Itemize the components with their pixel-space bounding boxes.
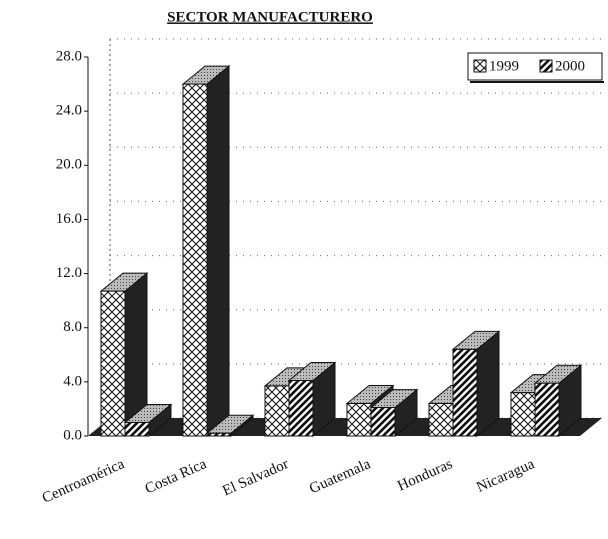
- legend: 1999 2000: [467, 52, 604, 83]
- x-tick-label: Costa Rica: [143, 456, 210, 497]
- bar: [182, 83, 208, 437]
- x-tick-label: Honduras: [395, 456, 455, 494]
- x-tick-label: El Salvador: [220, 456, 291, 499]
- bar: [288, 380, 314, 437]
- y-tick-label: 8.0: [63, 319, 82, 335]
- bar: [124, 421, 150, 437]
- y-tick-label: 20.0: [56, 157, 82, 173]
- bar: [264, 385, 290, 437]
- y-tick-label: 0.0: [63, 427, 82, 443]
- legend-box: [467, 52, 603, 81]
- legend-label: 2000: [555, 58, 585, 74]
- x-tick-label: Nicaragua: [474, 456, 537, 496]
- legend-swatch: [539, 59, 553, 73]
- y-tick-label: 16.0: [56, 211, 82, 227]
- bar: [510, 392, 536, 437]
- legend-label: 1999: [489, 58, 519, 74]
- y-tick-label: 12.0: [56, 265, 82, 281]
- bar: [206, 432, 232, 437]
- bar: [452, 348, 478, 437]
- x-tick-label: Guatemala: [307, 456, 373, 497]
- bar: [428, 403, 454, 437]
- bar: [534, 382, 560, 437]
- bar: [346, 403, 372, 437]
- y-tick-label: 28.0: [56, 48, 82, 64]
- bar: [100, 290, 126, 437]
- legend-swatch: [473, 59, 487, 73]
- y-tick-label: 24.0: [56, 103, 82, 119]
- bar: [370, 407, 396, 437]
- x-tick-label: Centroamérica: [40, 456, 127, 507]
- bar-side: [206, 65, 230, 438]
- y-tick-label: 4.0: [63, 373, 82, 389]
- chart-title: SECTOR MANUFACTURERO: [167, 9, 373, 25]
